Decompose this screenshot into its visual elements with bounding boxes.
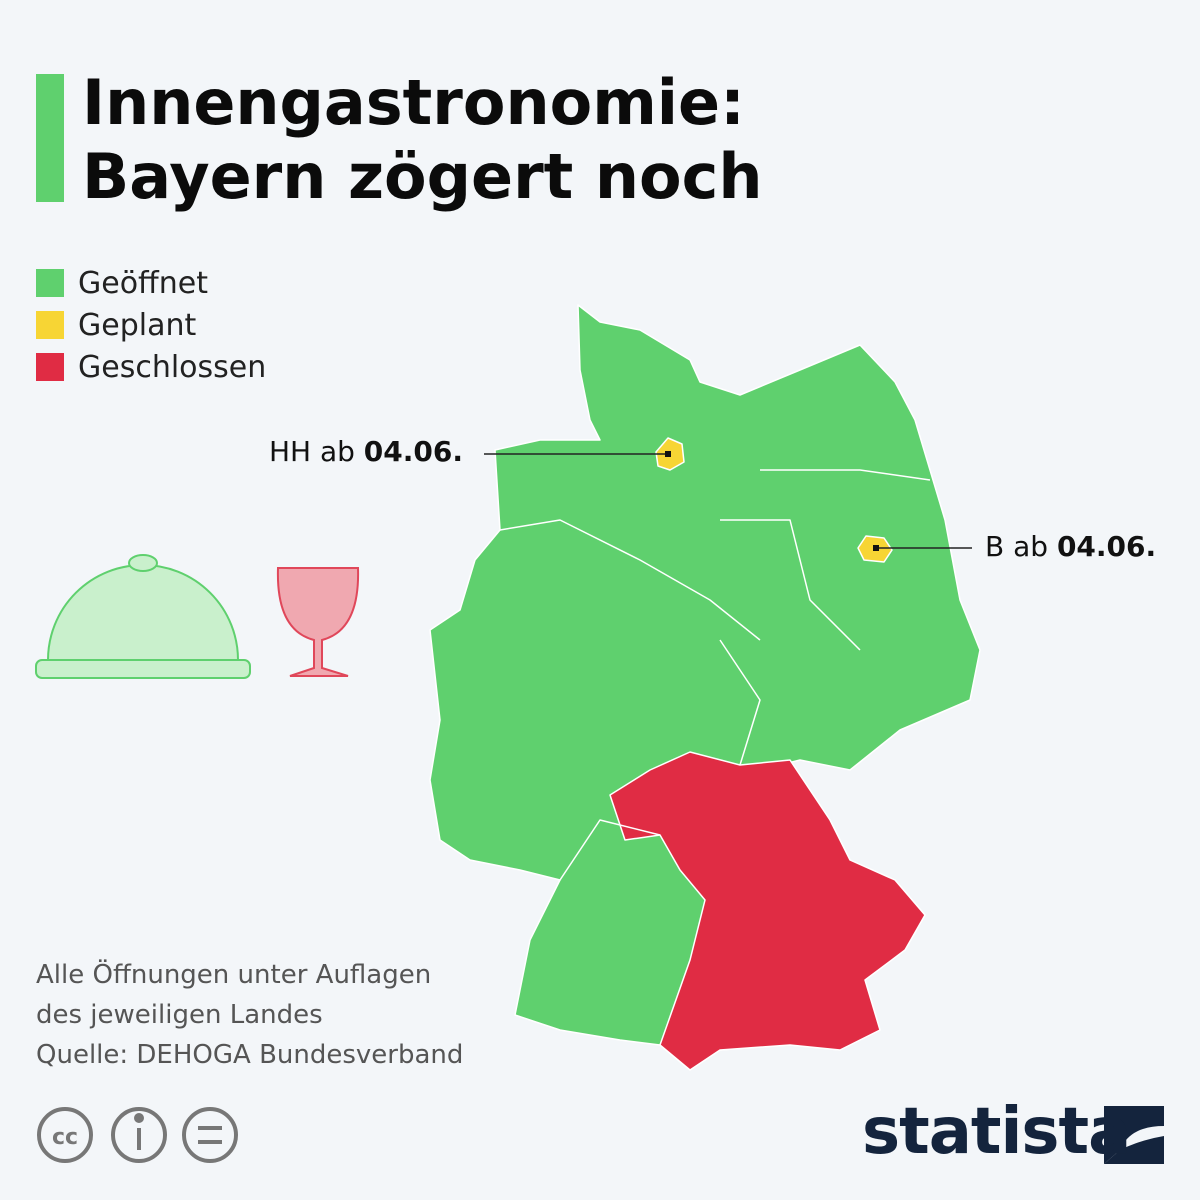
legend: Geöffnet Geplant Geschlossen <box>36 262 266 388</box>
germany-map <box>429 304 981 1071</box>
legend-label: Geschlossen <box>78 349 267 385</box>
annotation-date: 04.06. <box>1056 530 1157 563</box>
cc-glyph: cc <box>52 1125 78 1150</box>
note-line: des jeweiligen Landes <box>36 1000 323 1030</box>
statista-logo-mark <box>1104 1106 1164 1164</box>
marker <box>665 451 671 457</box>
footnote: Alle Öffnungen unter Auflagen des jeweil… <box>36 955 463 1075</box>
source: Quelle: DEHOGA Bundesverband <box>36 1040 464 1070</box>
annotation: HH ab 04.06. <box>269 435 463 468</box>
map-region-closed <box>609 751 926 1071</box>
legend-item: Geplant <box>36 304 266 346</box>
note-line: Alle Öffnungen unter Auflagen <box>36 960 432 990</box>
title-line: Innengastronomie: <box>82 66 745 139</box>
brand: statista <box>862 1095 1131 1169</box>
marker <box>873 545 879 551</box>
license-icons <box>37 1107 238 1163</box>
legend-swatch <box>36 353 64 381</box>
glass-icon <box>276 567 360 677</box>
legend-item: Geschlossen <box>36 346 266 388</box>
title: Innengastronomie: Bayern zögert noch <box>82 66 763 214</box>
title-accent <box>36 74 64 202</box>
title-line: Bayern zögert noch <box>82 140 763 213</box>
annotation-date: 04.06. <box>363 435 463 468</box>
annotation-text: HH ab <box>268 435 355 468</box>
legend-item: Geöffnet <box>36 262 266 304</box>
legend-swatch <box>36 269 64 297</box>
cloche-icon <box>35 554 251 679</box>
legend-label: Geöffnet <box>78 265 208 301</box>
state-borders <box>499 469 931 881</box>
legend-swatch <box>36 311 64 339</box>
annotation-text: B ab <box>985 530 1049 563</box>
annotation: B ab 04.06. <box>985 530 1156 563</box>
legend-label: Geplant <box>78 307 197 343</box>
